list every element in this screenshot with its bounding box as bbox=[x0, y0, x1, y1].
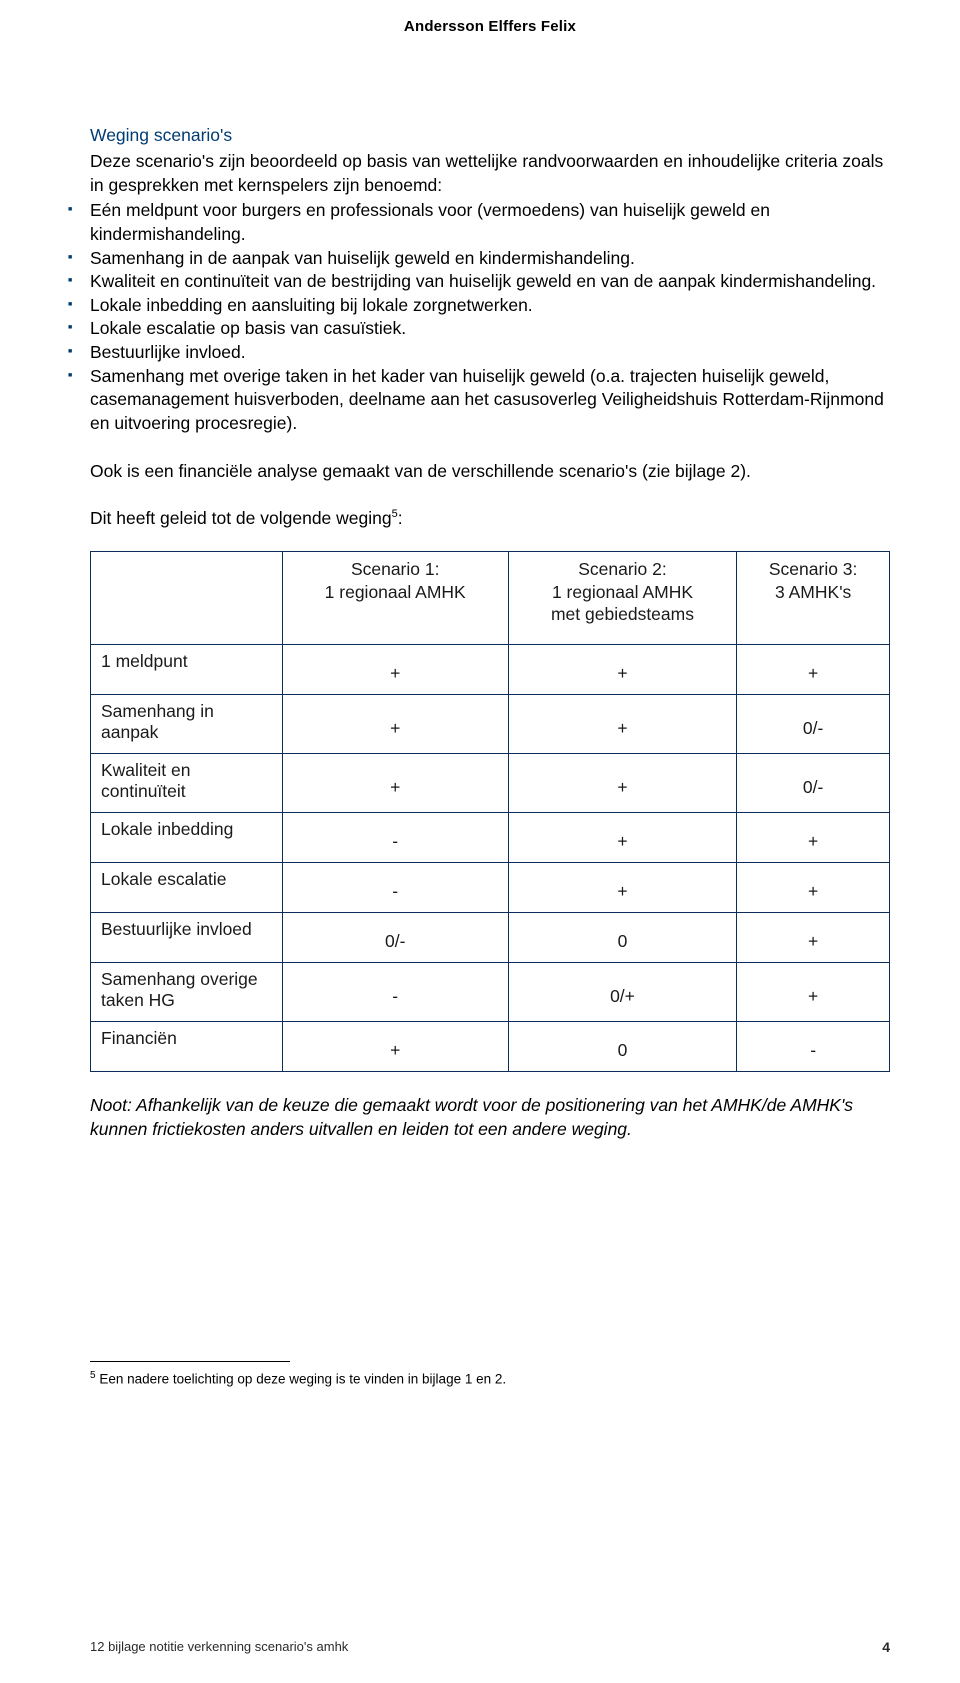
table-header-scenario3: Scenario 3: 3 AMHK's bbox=[737, 551, 890, 644]
criteria-list: Eén meldpunt voor burgers en professiona… bbox=[90, 199, 890, 435]
row-label: 1 meldpunt bbox=[91, 645, 283, 695]
footnote-separator bbox=[90, 1361, 290, 1362]
cell-value: + bbox=[508, 813, 737, 863]
row-label: Lokale inbedding bbox=[91, 813, 283, 863]
table-row: Lokale escalatie - + + bbox=[91, 863, 890, 913]
section-heading: Weging scenario's bbox=[90, 125, 890, 146]
list-item: Bestuurlijke invloed. bbox=[90, 341, 890, 365]
weging-table: Scenario 1: 1 regionaal AMHK Scenario 2:… bbox=[90, 551, 890, 1072]
cell-value: + bbox=[282, 1022, 508, 1072]
page-footer: 12 bijlage notitie verkenning scenario's… bbox=[90, 1639, 890, 1655]
cell-value: + bbox=[282, 754, 508, 813]
cell-value: + bbox=[737, 963, 890, 1022]
cell-value: + bbox=[508, 645, 737, 695]
cell-value: + bbox=[737, 863, 890, 913]
cell-value: + bbox=[508, 754, 737, 813]
list-item: Samenhang in de aanpak van huiselijk gew… bbox=[90, 247, 890, 271]
cell-value: + bbox=[737, 645, 890, 695]
table-row: 1 meldpunt + + + bbox=[91, 645, 890, 695]
cell-value: + bbox=[282, 645, 508, 695]
text-run: : bbox=[398, 508, 403, 528]
list-item: Kwaliteit en continuïteit van de bestrij… bbox=[90, 270, 890, 294]
cell-value: 0/- bbox=[282, 913, 508, 963]
table-row: Bestuurlijke invloed 0/- 0 + bbox=[91, 913, 890, 963]
cell-value: - bbox=[282, 813, 508, 863]
header-line: 1 regionaal AMHK bbox=[325, 582, 466, 602]
row-label: Samenhang overige taken HG bbox=[91, 963, 283, 1022]
cell-value: - bbox=[282, 863, 508, 913]
table-row: Kwaliteit en continuïteit + + 0/- bbox=[91, 754, 890, 813]
header-line: Scenario 2: bbox=[578, 559, 667, 579]
cell-value: 0 bbox=[508, 913, 737, 963]
table-header-blank bbox=[91, 551, 283, 644]
header-line: Scenario 1: bbox=[351, 559, 440, 579]
row-label: Lokale escalatie bbox=[91, 863, 283, 913]
footnote: 5 Een nadere toelichting op deze weging … bbox=[90, 1370, 890, 1387]
table-row: Samenhang in aanpak + + 0/- bbox=[91, 695, 890, 754]
page-header-title: Andersson Elffers Felix bbox=[90, 18, 890, 35]
page-number: 4 bbox=[882, 1639, 890, 1655]
cell-value: 0/- bbox=[737, 695, 890, 754]
row-label: Bestuurlijke invloed bbox=[91, 913, 283, 963]
cell-value: 0 bbox=[508, 1022, 737, 1072]
table-header-scenario1: Scenario 1: 1 regionaal AMHK bbox=[282, 551, 508, 644]
list-item: Eén meldpunt voor burgers en professiona… bbox=[90, 199, 890, 246]
paragraph-financial: Ook is een financiële analyse gemaakt va… bbox=[90, 460, 890, 484]
row-label: Samenhang in aanpak bbox=[91, 695, 283, 754]
list-item: Lokale escalatie op basis van casuïstiek… bbox=[90, 317, 890, 341]
cell-value: - bbox=[737, 1022, 890, 1072]
cell-value: + bbox=[508, 695, 737, 754]
cell-value: + bbox=[508, 863, 737, 913]
cell-value: + bbox=[737, 813, 890, 863]
cell-value: + bbox=[282, 695, 508, 754]
table-body: 1 meldpunt + + + Samenhang in aanpak + +… bbox=[91, 645, 890, 1072]
footnote-number: 5 bbox=[90, 1370, 96, 1381]
list-item: Samenhang met overige taken in het kader… bbox=[90, 365, 890, 436]
list-item: Lokale inbedding en aansluiting bij loka… bbox=[90, 294, 890, 318]
footnote-text: Een nadere toelichting op deze weging is… bbox=[99, 1372, 506, 1387]
text-run: Dit heeft geleid tot de volgende weging bbox=[90, 508, 392, 528]
row-label: Kwaliteit en continuïteit bbox=[91, 754, 283, 813]
cell-value: + bbox=[737, 913, 890, 963]
header-line: Scenario 3: bbox=[769, 559, 858, 579]
note-paragraph: Noot: Afhankelijk van de keuze die gemaa… bbox=[90, 1094, 890, 1141]
cell-value: 0/- bbox=[737, 754, 890, 813]
header-line: met gebiedsteams bbox=[551, 604, 694, 624]
header-line: 3 AMHK's bbox=[775, 582, 851, 602]
cell-value: 0/+ bbox=[508, 963, 737, 1022]
footer-left-text: 12 bijlage notitie verkenning scenario's… bbox=[90, 1639, 348, 1655]
intro-paragraph: Deze scenario's zijn beoordeeld op basis… bbox=[90, 150, 890, 197]
table-row: Lokale inbedding - + + bbox=[91, 813, 890, 863]
header-line: 1 regionaal AMHK bbox=[552, 582, 693, 602]
table-row: Financiën + 0 - bbox=[91, 1022, 890, 1072]
paragraph-weging-intro: Dit heeft geleid tot de volgende weging5… bbox=[90, 507, 890, 531]
table-row: Samenhang overige taken HG - 0/+ + bbox=[91, 963, 890, 1022]
row-label: Financiën bbox=[91, 1022, 283, 1072]
cell-value: - bbox=[282, 963, 508, 1022]
table-header-scenario2: Scenario 2: 1 regionaal AMHK met gebieds… bbox=[508, 551, 737, 644]
